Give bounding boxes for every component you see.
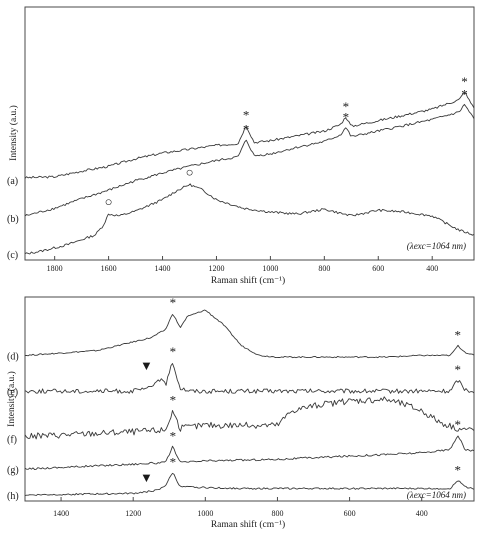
peak-marker-d-1090: * bbox=[170, 295, 177, 310]
peak-marker-h-1130: ▼ bbox=[140, 470, 153, 485]
peak-marker-g-1090: * bbox=[170, 428, 177, 443]
x-tick-label-400: 400 bbox=[416, 509, 428, 518]
series-label-a: (a) bbox=[7, 176, 18, 187]
peak-marker-a-280: * bbox=[461, 74, 468, 89]
series-label-g: (g) bbox=[7, 465, 19, 476]
series-label-f: (f) bbox=[7, 435, 17, 446]
x-tick-label-400: 400 bbox=[426, 264, 438, 273]
x-tick-label-600: 600 bbox=[372, 264, 384, 273]
peak-marker-b-720: * bbox=[343, 109, 350, 124]
x-tick-label-1400: 1400 bbox=[155, 264, 171, 273]
series-line-g bbox=[24, 435, 475, 470]
series-label-c: (c) bbox=[7, 250, 18, 261]
x-tick-label-1800: 1800 bbox=[47, 264, 63, 273]
x-tick-label-1200: 1200 bbox=[208, 264, 224, 273]
bottom-plot-frame bbox=[24, 296, 475, 502]
peak-marker-g-300: * bbox=[455, 417, 462, 432]
x-tick-label-1000: 1000 bbox=[262, 264, 278, 273]
peak-marker-h-300: * bbox=[455, 462, 462, 477]
bottom-excitation-note: (λexc=1064 nm) bbox=[407, 490, 466, 500]
peak-marker-e-300: * bbox=[455, 362, 462, 377]
peak-marker-c-1600: ○ bbox=[105, 194, 113, 209]
bottom-x-axis-title: Raman shift (cm⁻¹) bbox=[211, 519, 285, 530]
x-tick-label-1200: 1200 bbox=[125, 509, 141, 518]
x-tick-label-800: 800 bbox=[318, 264, 330, 273]
peak-marker-h-1090: * bbox=[170, 454, 177, 469]
x-tick-label-1600: 1600 bbox=[101, 264, 117, 273]
series-label-h: (h) bbox=[7, 491, 19, 502]
series-line-b bbox=[24, 103, 475, 217]
series-line-d bbox=[24, 309, 475, 359]
x-tick-label-1000: 1000 bbox=[197, 509, 213, 518]
bottom-panel: Intensity (a.u.) Raman shift (cm⁻¹) (λex… bbox=[6, 295, 475, 530]
peak-marker-e-1130: ▼ bbox=[140, 358, 153, 373]
series-line-h bbox=[24, 472, 475, 497]
peak-marker-e-1090: * bbox=[170, 344, 177, 359]
x-tick-label-600: 600 bbox=[344, 509, 356, 518]
peak-marker-b-1090: * bbox=[243, 122, 250, 137]
series-label-b: (b) bbox=[7, 214, 19, 225]
top-y-axis-title: Intensity (a.u.) bbox=[8, 105, 19, 161]
peak-marker-f-1090: * bbox=[170, 393, 177, 408]
series-line-f bbox=[24, 396, 475, 440]
series-line-e bbox=[24, 363, 475, 394]
series-line-c bbox=[24, 183, 475, 255]
peak-marker-c-1300: ○ bbox=[186, 164, 194, 179]
x-tick-label-1400: 1400 bbox=[53, 509, 69, 518]
top-panel: Intensity (a.u.) Raman shift (cm⁻¹) (λex… bbox=[7, 6, 475, 286]
series-label-d: (d) bbox=[7, 351, 19, 362]
series-line-a bbox=[24, 92, 475, 179]
top-x-axis-title: Raman shift (cm⁻¹) bbox=[211, 275, 285, 286]
peak-marker-a-1090: * bbox=[243, 107, 250, 122]
top-plot-frame bbox=[24, 6, 475, 261]
peak-marker-a-720: * bbox=[343, 99, 350, 114]
bottom-y-axis-title: Intensity (a.u.) bbox=[6, 371, 17, 427]
top-excitation-note: (λexc=1064 nm) bbox=[407, 241, 466, 251]
peak-marker-b-280: * bbox=[461, 86, 468, 101]
x-tick-label-800: 800 bbox=[271, 509, 283, 518]
peak-marker-d-300: * bbox=[455, 328, 462, 343]
series-label-e: (e) bbox=[7, 387, 18, 398]
